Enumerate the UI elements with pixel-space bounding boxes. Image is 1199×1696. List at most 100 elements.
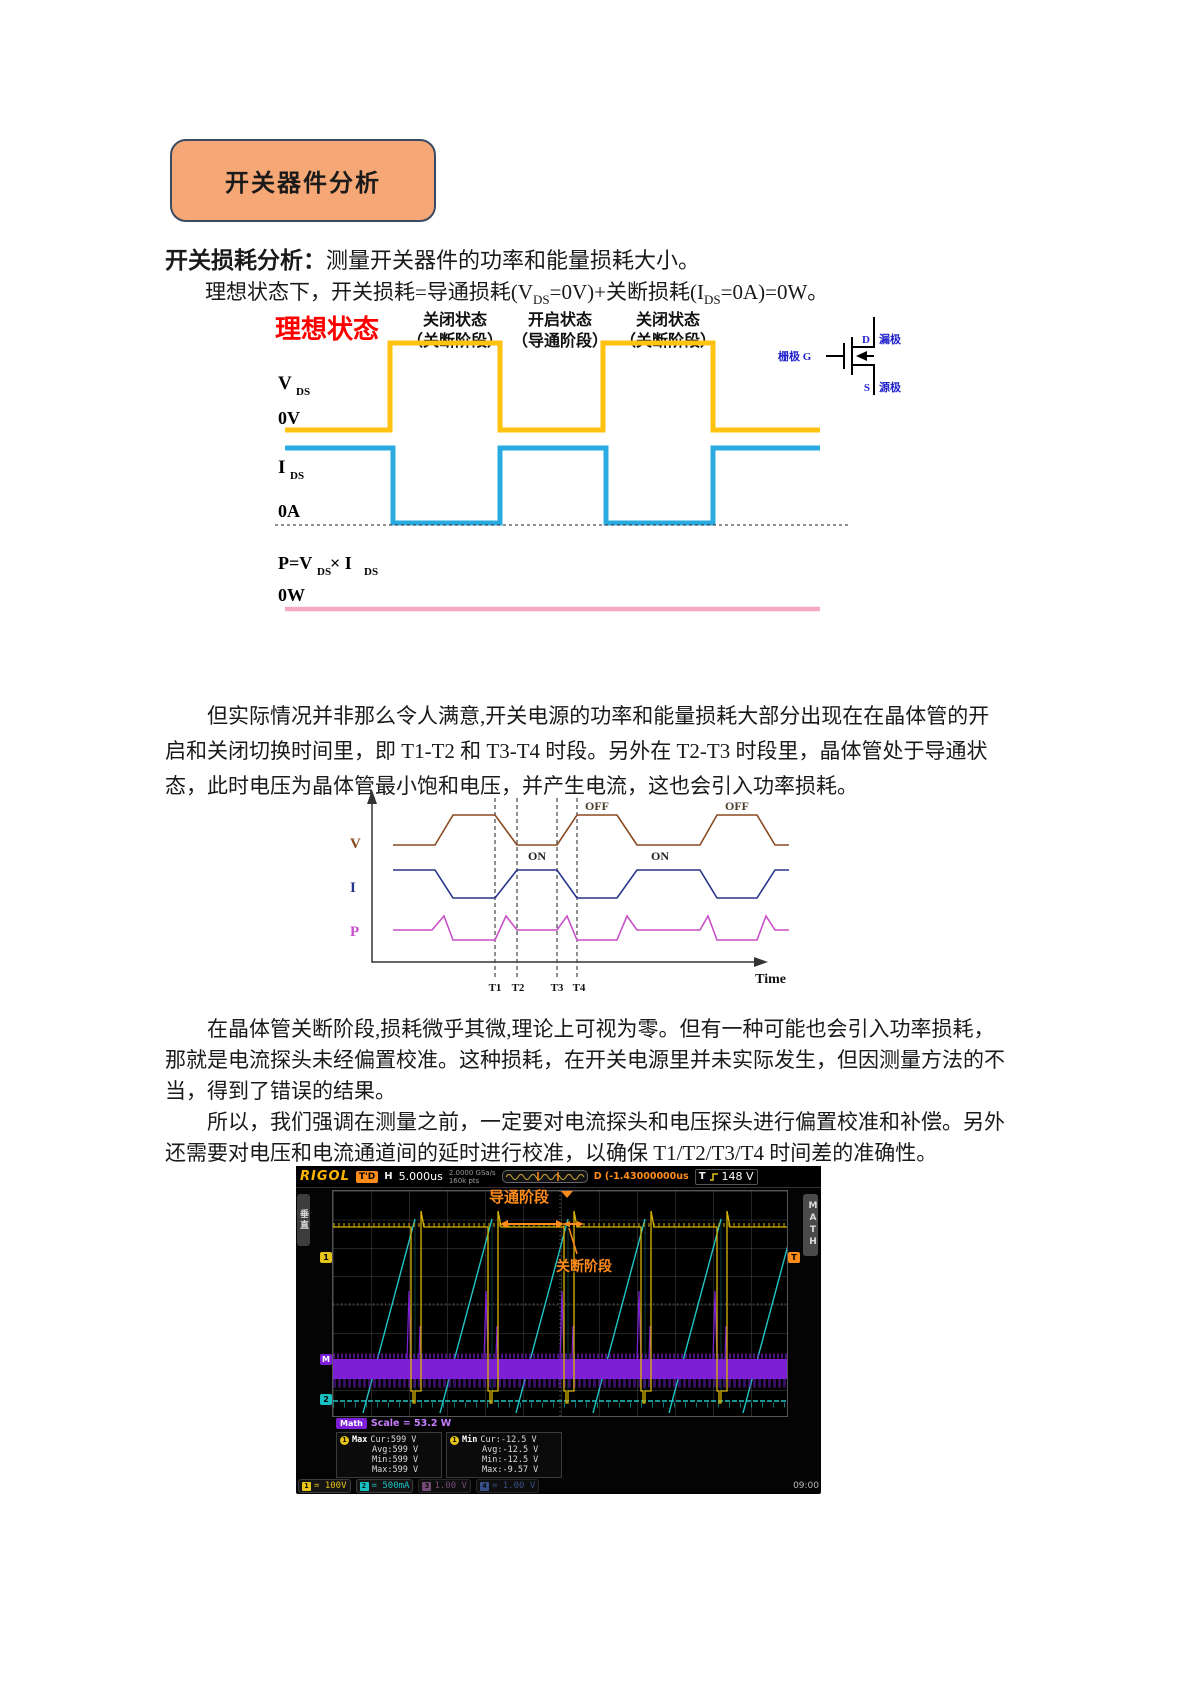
svg-text:× I: × I <box>330 553 352 573</box>
ch2-ground-marker: 2 <box>320 1394 332 1405</box>
x-axis-arrow <box>754 957 768 967</box>
ids-waveform <box>285 445 820 526</box>
p-axis-label: P <box>350 924 359 940</box>
ch2-status: 2 = 500mA <box>355 1479 414 1493</box>
horizontal-scale: 5.000us <box>398 1170 443 1183</box>
t-marker-dashlines <box>494 798 578 978</box>
ideal-title: 理想状态 <box>275 314 379 344</box>
section-title: 开关器件分析 <box>225 171 381 197</box>
memory-waveform-icon <box>505 1172 585 1181</box>
svg-text:T3: T3 <box>551 982 564 994</box>
mosfet-labels: 栅极 G D 漏极 S 源极 <box>778 332 902 394</box>
on-labels: ON ON <box>528 849 669 863</box>
svg-text:漏极: 漏极 <box>879 332 902 346</box>
ch1-ground-marker: 1 <box>320 1252 332 1263</box>
trigger-delay-readout: D (-1.43000000us <box>593 1171 689 1182</box>
zero-watt-label: 0W <box>278 585 305 605</box>
svg-text:ON: ON <box>528 849 546 863</box>
voltage-waveform <box>393 814 789 846</box>
rigol-logo: RIGOL <box>300 1169 350 1184</box>
ch3-status: 3 1.00 V <box>418 1479 471 1493</box>
svg-text:DS: DS <box>317 566 331 578</box>
off-phase-annotation: 关断阶段 <box>556 1259 612 1275</box>
para2-line2: 那就是电流探头未经偏置校准。这种损耗，在开关电源里并未实际发生，但因测量方法的不 <box>165 1048 1005 1072</box>
trigger-settings: T 148 V <box>694 1168 758 1185</box>
off-labels: OFF OFF <box>585 799 749 813</box>
power-loss-waveform <box>393 914 789 941</box>
svg-text:开启状态: 开启状态 <box>528 310 592 329</box>
para1-line1: 但实际情况并非那么令人满意,开关电源的功率和能量损耗大部分出现在在晶体管的开 <box>207 704 990 728</box>
annotation-arrows <box>500 1220 584 1255</box>
zero-amp-label: 0A <box>278 501 300 521</box>
measurement-box-min: 1 Min Cur:-12.5 V Avg:-12.5 V Min:-12.5 … <box>446 1432 562 1478</box>
memory-position-bar <box>501 1170 588 1183</box>
para1-line3: 态，此时电压为晶体管最小饱和电压，并产生电流，这也会引入功率损耗。 <box>165 774 858 798</box>
math-scale-value: Scale = 53.2 W <box>370 1418 452 1429</box>
math-badge: Math <box>336 1418 367 1429</box>
para2-line1: 在晶体管关断阶段,损耗微乎其微,理论上可视为零。但有一种可能也会引入功率损耗， <box>207 1017 995 1041</box>
svg-text:OFF: OFF <box>725 799 749 813</box>
measurement-source-badge: 1 <box>450 1435 459 1445</box>
svg-text:DS: DS <box>296 386 310 398</box>
trigger-level-marker: T <box>788 1252 800 1263</box>
on-phase-annotation: 导通阶段 <box>489 1188 550 1206</box>
math-power-trace <box>333 1290 787 1388</box>
power-eq: P=V <box>278 553 312 573</box>
svg-text:S: S <box>864 382 870 394</box>
para2-line3: 当，得到了错误的结果。 <box>165 1079 396 1103</box>
math-menu-tab: MATH <box>803 1194 818 1256</box>
section-title-badge: 开关器件分析 <box>170 139 436 222</box>
mosfet-symbol <box>826 317 875 395</box>
i-axis-label: I <box>350 880 356 896</box>
y-axis-arrow <box>367 790 377 804</box>
scope-graticule <box>332 1190 796 1417</box>
mosfet-arrow <box>856 351 867 361</box>
ch1-voltage-trace <box>333 1210 787 1404</box>
formula-line: 理想状态下，开关损耗=导通损耗(VDS=0V)+关断损耗(IDS=0A)=0W。 <box>205 280 829 308</box>
ch4-status: 4 = 1.00 V <box>475 1479 540 1493</box>
scope-bottombar: 1 = 100V 2 = 500mA 3 1.00 V 4 = 1.00 V 0… <box>298 1479 819 1493</box>
trigger-status-badge: T'D <box>355 1170 379 1183</box>
vds-waveform <box>285 340 820 433</box>
ch2-current-trace <box>333 1218 796 1414</box>
svg-text:OFF: OFF <box>585 799 609 813</box>
svg-text:T4: T4 <box>573 982 586 994</box>
ch1-status: 1 = 100V <box>298 1479 351 1493</box>
heading-strong: 开关损耗分析： <box>165 248 326 273</box>
switching-loss-diagram: V I P OFF OFF ON ON T1 T2 T3 T4 Time <box>350 790 789 994</box>
svg-text:T2: T2 <box>512 982 525 994</box>
svg-text:源极: 源极 <box>879 380 902 394</box>
horizontal-label: H <box>384 1171 393 1182</box>
trigger-slope-icon <box>709 1172 718 1181</box>
svg-text:关闭状态: 关闭状态 <box>423 310 487 329</box>
vertical-menu-tab: 垂直 <box>297 1194 310 1246</box>
center-graticule-lines <box>333 1191 787 1416</box>
heading-rest: 测量开关器件的功率和能量损耗大小。 <box>326 248 701 273</box>
math-scale-readout: Math Scale = 53.2 W <box>336 1418 451 1429</box>
axes <box>371 800 756 963</box>
measurement-source-badge: 1 <box>340 1435 349 1445</box>
math-ground-marker: M <box>320 1354 332 1365</box>
para3-line2: 还需要对电压和电流通道间的延时进行校准，以确保 T1/T2/T3/T4 时间差的… <box>165 1141 938 1165</box>
para3-line1: 所以，我们强调在测量之前，一定要对电流探头和电压探头进行偏置校准和补偿。另外 <box>207 1110 1005 1134</box>
svg-text:（导通阶段）: （导通阶段） <box>512 331 608 350</box>
current-waveform <box>393 869 789 899</box>
trigger-level-value: 148 V <box>721 1170 754 1183</box>
measurement-box-max: 1 Max Cur:599 V Avg:599 V Min:599 V Max:… <box>336 1432 442 1478</box>
v-axis-label: V <box>350 836 361 852</box>
acquisition-info: 2.0000 GSa/s 160k pts <box>448 1168 496 1185</box>
svg-text:D: D <box>862 334 870 346</box>
svg-text:关闭状态: 关闭状态 <box>636 310 700 329</box>
svg-text:DS: DS <box>290 470 304 482</box>
vds-label: V <box>278 373 292 394</box>
para1-line2: 启和关闭切换时间里，即 T1-T2 和 T3-T4 时段。另外在 T2-T3 时… <box>165 739 988 763</box>
time-axis-label: Time <box>755 972 786 987</box>
scope-waveforms <box>333 1191 796 1416</box>
svg-text:ON: ON <box>651 849 669 863</box>
ideal-state-diagram: 理想状态 关闭状态 （关断阶段） 开启状态 （导通阶段） 关闭状态 （关断阶段）… <box>275 310 902 612</box>
ids-label: I <box>278 457 285 478</box>
oscilloscope-screenshot: RIGOL T'D H 5.000us 2.0000 GSa/s 160k pt… <box>296 1166 821 1494</box>
svg-text:T1: T1 <box>489 982 502 994</box>
svg-text:栅极 G: 栅极 G <box>778 349 812 363</box>
zero-volt-label: 0V <box>278 408 300 428</box>
